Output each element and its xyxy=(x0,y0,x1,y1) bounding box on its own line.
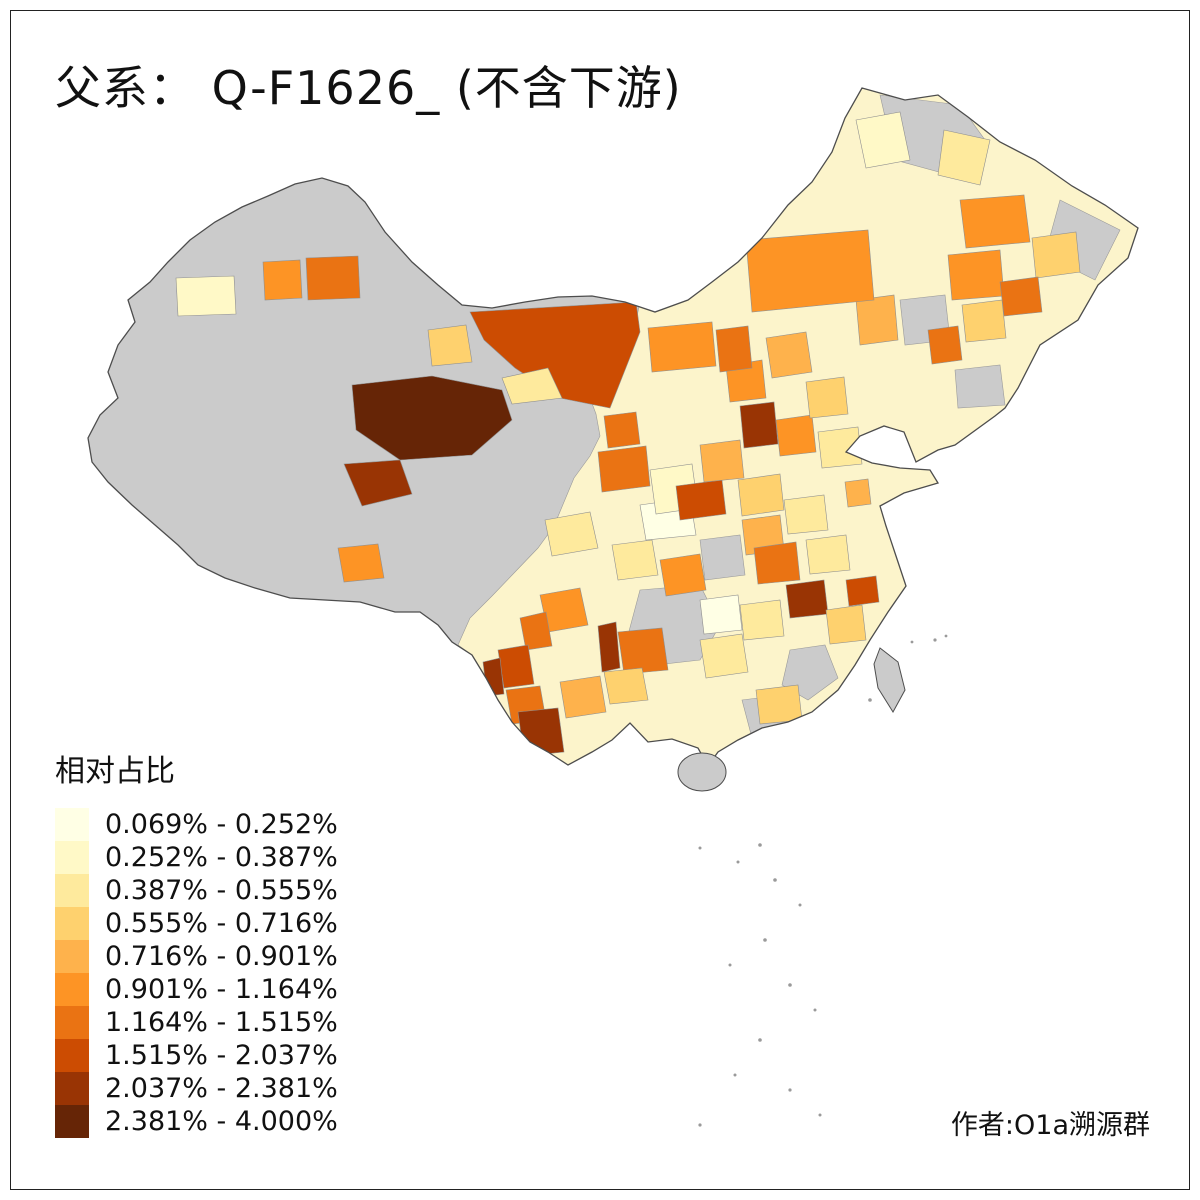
map-region-patch xyxy=(699,633,749,679)
no-data-region xyxy=(954,364,1006,409)
map-region-patch xyxy=(961,299,1007,343)
map-region-patch xyxy=(262,259,303,301)
map-region-patch xyxy=(765,331,813,379)
no-data-region xyxy=(699,534,746,581)
map-region-patch xyxy=(817,426,863,469)
legend-row: 0.252% - 0.387% xyxy=(55,841,338,874)
legend-swatch xyxy=(55,940,89,973)
map-region-patch xyxy=(737,473,785,517)
hainan-island xyxy=(677,752,727,792)
map-region-patch xyxy=(351,375,513,461)
legend-label: 1.164% - 1.515% xyxy=(105,1007,338,1038)
legend-row: 0.387% - 0.555% xyxy=(55,874,338,907)
map-region-patch xyxy=(519,611,553,651)
legend-label: 2.381% - 4.000% xyxy=(105,1106,338,1137)
legend-row: 2.381% - 4.000% xyxy=(55,1105,338,1138)
map-region-patch xyxy=(659,553,707,597)
legend-entries: 0.069% - 0.252% 0.252% - 0.387% 0.387% - 0… xyxy=(55,808,338,1138)
map-region-patch xyxy=(699,594,743,635)
map-region-patch xyxy=(427,324,473,367)
value-region-patches xyxy=(175,111,1081,757)
map-region-patch xyxy=(603,411,641,449)
map-region-patch xyxy=(745,229,875,313)
legend-label: 0.069% - 0.252% xyxy=(105,809,338,840)
legend-label: 0.716% - 0.901% xyxy=(105,941,338,972)
legend-swatch xyxy=(55,907,89,940)
map-region-patch xyxy=(469,301,641,409)
legend-row: 2.037% - 2.381% xyxy=(55,1072,338,1105)
legend-swatch xyxy=(55,1105,89,1138)
legend-row: 0.901% - 1.164% xyxy=(55,973,338,1006)
map-region-patch xyxy=(175,275,237,317)
map-region-patch xyxy=(544,511,599,557)
map-region-patch xyxy=(855,111,911,169)
map-region-patch xyxy=(844,478,872,508)
legend-row: 0.069% - 0.252% xyxy=(55,808,338,841)
map-region-patch xyxy=(305,255,361,301)
map-region-patch xyxy=(825,604,867,645)
map-region-patch xyxy=(937,129,991,186)
legend-swatch xyxy=(55,1072,89,1105)
map-region-patch xyxy=(959,194,1031,249)
map-region-patch xyxy=(559,675,607,719)
map-region-patch xyxy=(675,479,727,521)
map-region-patch xyxy=(739,401,779,449)
legend-label: 0.252% - 0.387% xyxy=(105,842,338,873)
map-region-patch xyxy=(753,541,801,585)
map-region-patch xyxy=(805,376,849,419)
legend-row: 1.515% - 2.037% xyxy=(55,1039,338,1072)
map-region-patch xyxy=(501,367,563,405)
map-region-patch xyxy=(855,294,899,346)
legend-swatch xyxy=(55,1039,89,1072)
map-region-patch xyxy=(845,575,880,607)
legend-label: 0.555% - 0.716% xyxy=(105,908,338,939)
map-region-patch xyxy=(597,621,621,673)
page-title: 父系： Q-F1626_ (不含下游) xyxy=(55,61,682,115)
legend-row: 0.555% - 0.716% xyxy=(55,907,338,940)
legend-label: 2.037% - 2.381% xyxy=(105,1073,338,1104)
legend-label: 0.387% - 0.555% xyxy=(105,875,338,906)
map-region-patch xyxy=(597,445,651,493)
legend-swatch xyxy=(55,874,89,907)
legend: 相对占比 0.069% - 0.252% 0.252% - 0.387% 0.387… xyxy=(55,746,338,1138)
map-region-patch xyxy=(603,667,649,705)
legend-swatch xyxy=(55,973,89,1006)
legend-row: 1.164% - 1.515% xyxy=(55,1006,338,1039)
legend-swatch xyxy=(55,1006,89,1039)
map-region-patch xyxy=(927,325,963,365)
legend-swatch xyxy=(55,808,89,841)
map-region-patch xyxy=(647,321,717,373)
map-region-patch xyxy=(785,579,829,619)
map-region-patch xyxy=(337,543,385,583)
map-region-patch xyxy=(343,459,413,507)
taiwan-island xyxy=(873,647,906,713)
map-region-patch xyxy=(755,684,803,725)
map-region-patch xyxy=(947,249,1005,301)
map-region-patch xyxy=(739,599,785,641)
legend-label: 0.901% - 1.164% xyxy=(105,974,338,1005)
map-region-patch xyxy=(497,644,535,689)
map-region-patch xyxy=(1031,231,1081,279)
map-region-patch xyxy=(805,534,851,575)
map-region-patch xyxy=(699,439,745,483)
china-outline xyxy=(87,87,1139,768)
author-credit: 作者:O1a溯源群 xyxy=(950,1110,1150,1141)
map-region-patch xyxy=(783,494,829,535)
map-region-patch xyxy=(715,325,753,373)
map-region-patch xyxy=(617,627,669,675)
legend-label: 1.515% - 2.037% xyxy=(105,1040,338,1071)
legend-row: 0.716% - 0.901% xyxy=(55,940,338,973)
legend-swatch xyxy=(55,841,89,874)
legend-title: 相对占比 xyxy=(55,754,175,789)
map-region-patch xyxy=(775,414,817,457)
map-region-patch xyxy=(999,276,1043,317)
south-china-sea-islets xyxy=(698,634,948,1127)
map-region-patch xyxy=(611,539,659,581)
